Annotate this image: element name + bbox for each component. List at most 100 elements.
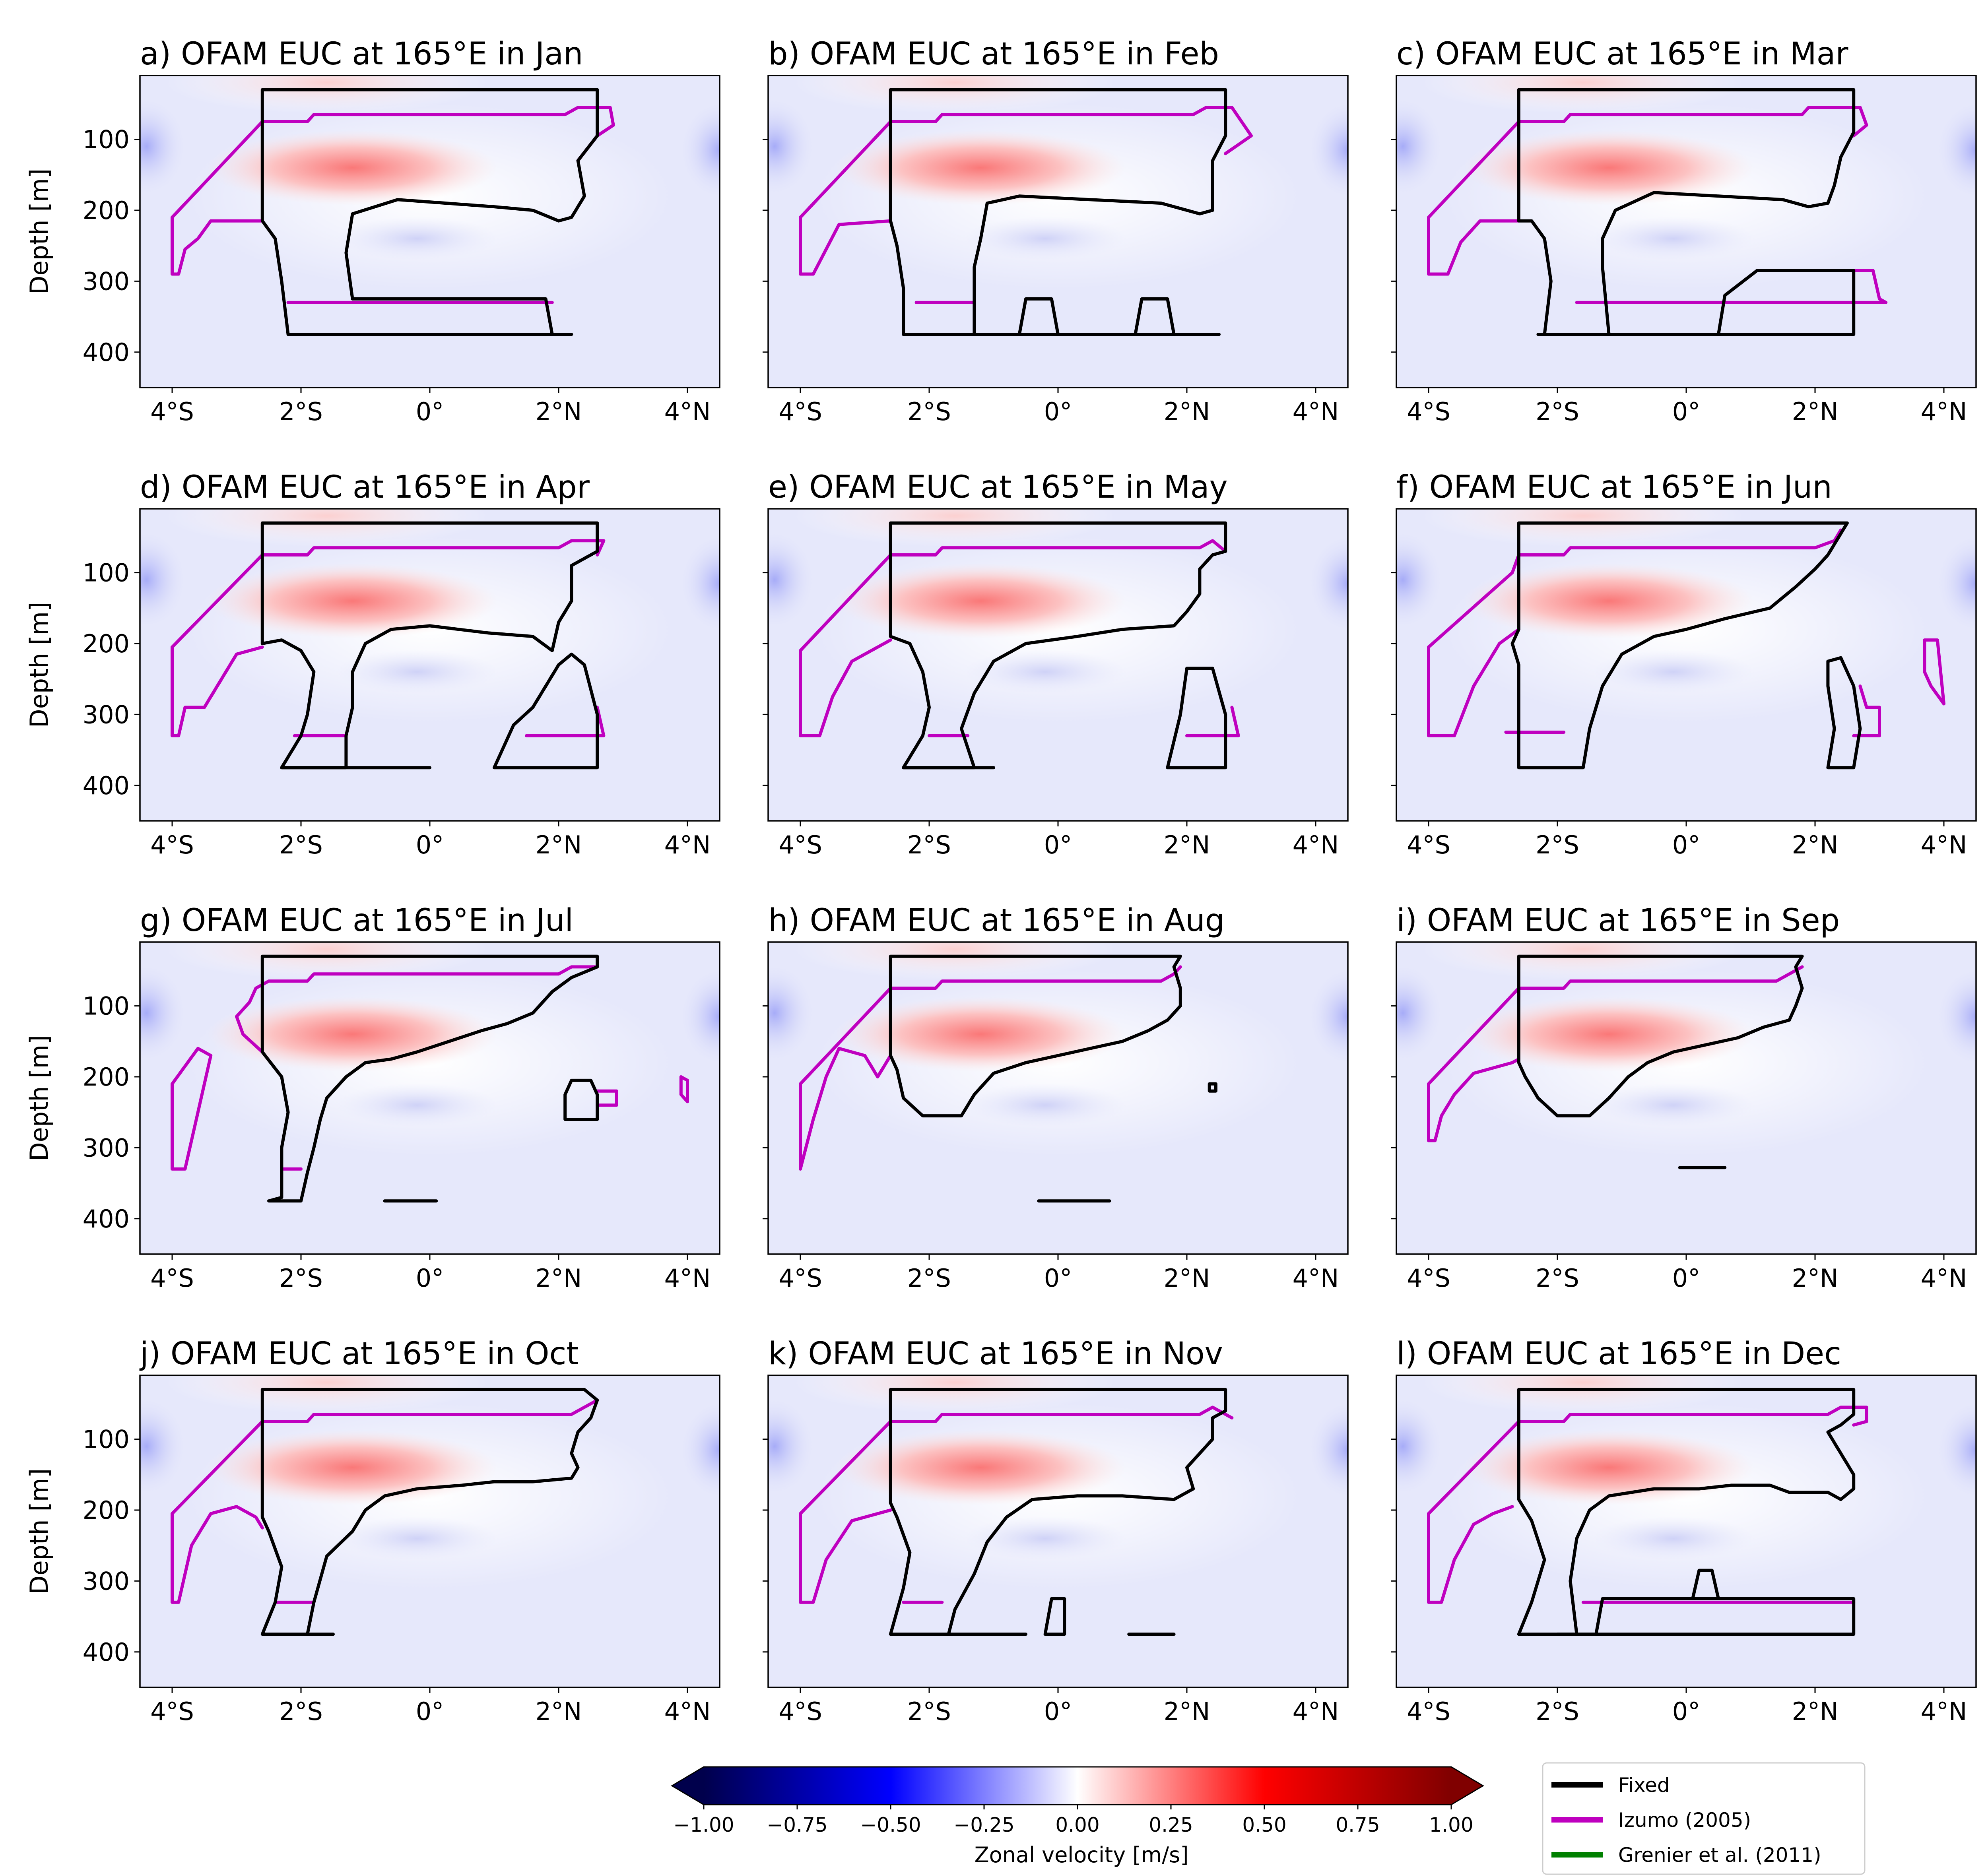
x-tick-label: 2°S bbox=[907, 397, 951, 426]
x-tick-label: 0° bbox=[1672, 397, 1700, 426]
fixed-contour bbox=[1043, 1597, 1066, 1636]
x-tick-label: 2°S bbox=[279, 1697, 323, 1726]
x-tick-label: 2°S bbox=[1536, 397, 1579, 426]
panel: f) OFAM EUC at 165°E in Jun 4°S 2°S 0° 2°N 4°… bbox=[1391, 469, 1977, 859]
izumo-contour bbox=[1427, 1505, 1514, 1604]
panel: a) OFAM EUC at 165°E in Jan 4°S 2°S 0° 2°N 4°… bbox=[25, 36, 720, 426]
x-tick-label: 2°S bbox=[279, 1264, 323, 1293]
legend-label: Grenier et al. (2011) bbox=[1618, 1844, 1821, 1867]
x-tick-label: 2°N bbox=[1164, 1264, 1210, 1293]
fixed-contour bbox=[1536, 269, 1856, 336]
izumo-contour bbox=[596, 1089, 618, 1107]
izumo-contour bbox=[799, 965, 1182, 1171]
x-tick-label: 4°N bbox=[1921, 1264, 1967, 1293]
y-tick-label: 300 bbox=[83, 1567, 130, 1596]
y-axis-label: Depth [m] bbox=[25, 602, 54, 728]
fixed-contour bbox=[1208, 1082, 1217, 1093]
x-tick-label: 2°N bbox=[1792, 397, 1839, 426]
x-tick-label: 2°N bbox=[1792, 1264, 1839, 1293]
legend-box bbox=[1542, 1762, 1866, 1875]
y-tick-label: 100 bbox=[83, 992, 130, 1021]
izumo-contour bbox=[1852, 684, 1881, 737]
colorbar-tick-label: 0.25 bbox=[1149, 1813, 1193, 1836]
colorbar-tick-label: −0.75 bbox=[767, 1813, 827, 1836]
izumo-contour bbox=[799, 215, 892, 276]
fixed-contour bbox=[1517, 88, 1856, 336]
velocity-field bbox=[140, 76, 720, 388]
y-tick-label: 100 bbox=[83, 558, 130, 588]
panel-title: a) OFAM EUC at 165°E in Jan bbox=[140, 36, 583, 72]
izumo-contour bbox=[171, 215, 264, 276]
x-tick-label: 0° bbox=[1044, 397, 1072, 426]
fixed-contour bbox=[889, 88, 1227, 336]
panel: j) OFAM EUC at 165°E in Oct 4°S 2°S 0° 2°N 4°… bbox=[25, 1336, 720, 1726]
izumo-contour bbox=[679, 1075, 689, 1103]
x-tick-label: 4°S bbox=[1407, 1264, 1450, 1293]
x-tick-label: 0° bbox=[1044, 1264, 1072, 1293]
x-tick-label: 2°S bbox=[907, 1264, 951, 1293]
izumo-contour bbox=[1427, 528, 1842, 649]
panel: h) OFAM EUC at 165°E in Aug 4°S 2°S 0° 2°N 4°… bbox=[763, 903, 1349, 1293]
panel: i) OFAM EUC at 165°E in Sep 4°S 2°S 0° 2°N 4°… bbox=[1391, 903, 1977, 1293]
x-tick-label: 4°S bbox=[779, 830, 822, 859]
fixed-contour bbox=[1166, 667, 1227, 770]
x-tick-label: 0° bbox=[1044, 830, 1072, 859]
izumo-contour bbox=[1427, 1057, 1520, 1142]
izumo-contour bbox=[1185, 706, 1240, 737]
x-tick-label: 2°N bbox=[1164, 1697, 1210, 1726]
colorbar-gradient bbox=[704, 1767, 1451, 1805]
x-tick-label: 2°N bbox=[536, 1264, 582, 1293]
x-tick-label: 4°N bbox=[1293, 397, 1339, 426]
x-tick-label: 2°N bbox=[536, 397, 582, 426]
x-tick-label: 4°S bbox=[1407, 830, 1450, 859]
panel-title: h) OFAM EUC at 165°E in Aug bbox=[768, 903, 1225, 938]
x-tick-label: 4°S bbox=[150, 1697, 194, 1726]
colorbar-tick-label: 0.00 bbox=[1055, 1813, 1099, 1836]
x-tick-label: 4°N bbox=[664, 1697, 711, 1726]
izumo-contour bbox=[235, 965, 599, 1054]
y-tick-label: 300 bbox=[83, 267, 130, 296]
panel: g) OFAM EUC at 165°E in Jul 4°S 2°S 0° 2°N 4°… bbox=[25, 903, 720, 1293]
y-axis-label: Depth [m] bbox=[25, 1035, 54, 1161]
x-tick-label: 4°S bbox=[150, 1264, 194, 1293]
velocity-field bbox=[768, 76, 1348, 388]
x-tick-label: 2°N bbox=[1792, 1697, 1839, 1726]
y-tick-label: 300 bbox=[83, 1133, 130, 1162]
izumo-contour bbox=[1427, 628, 1520, 737]
fixed-contour bbox=[1017, 297, 1060, 336]
izumo-contour bbox=[799, 638, 892, 737]
panel-title: i) OFAM EUC at 165°E in Sep bbox=[1396, 903, 1840, 938]
fixed-contour bbox=[1510, 521, 1849, 770]
fixed-contour bbox=[1517, 954, 1804, 1118]
colorbar-tick-label: −0.25 bbox=[953, 1813, 1014, 1836]
fixed-contour bbox=[889, 521, 1227, 770]
x-tick-label: 4°S bbox=[150, 397, 194, 426]
panel-title: j) OFAM EUC at 165°E in Oct bbox=[139, 1336, 579, 1372]
x-tick-label: 2°N bbox=[536, 1697, 582, 1726]
fixed-contour bbox=[493, 652, 599, 770]
panel: b) OFAM EUC at 165°E in Feb 4°S 2°S 0° 2°N 4°… bbox=[763, 36, 1349, 426]
y-tick-label: 400 bbox=[83, 1638, 130, 1667]
izumo-contour bbox=[1923, 638, 1945, 706]
x-tick-label: 0° bbox=[416, 1697, 444, 1726]
panel: e) OFAM EUC at 165°E in May 4°S 2°S 0° 2°N 4°… bbox=[763, 469, 1349, 859]
legend-label: Izumo (2005) bbox=[1618, 1809, 1751, 1832]
fixed-contour bbox=[260, 1388, 599, 1636]
izumo-contour bbox=[171, 645, 264, 737]
x-tick-label: 4°N bbox=[1921, 397, 1967, 426]
x-tick-label: 0° bbox=[416, 397, 444, 426]
izumo-contour bbox=[1427, 215, 1520, 276]
velocity-field bbox=[1396, 76, 1976, 388]
izumo-contour bbox=[799, 106, 1253, 219]
velocity-field bbox=[1396, 509, 1976, 821]
y-tick-label: 200 bbox=[83, 1496, 130, 1525]
x-tick-label: 4°N bbox=[1293, 1264, 1339, 1293]
legend-label: Fixed bbox=[1618, 1774, 1670, 1797]
fixed-contour bbox=[1826, 656, 1862, 770]
panel-title: f) OFAM EUC at 165°E in Jun bbox=[1396, 469, 1832, 505]
x-tick-label: 2°N bbox=[536, 830, 582, 859]
x-tick-label: 4°S bbox=[1407, 1697, 1450, 1726]
x-tick-label: 0° bbox=[416, 830, 444, 859]
x-tick-label: 2°N bbox=[1164, 397, 1210, 426]
x-tick-label: 4°N bbox=[1921, 1697, 1967, 1726]
